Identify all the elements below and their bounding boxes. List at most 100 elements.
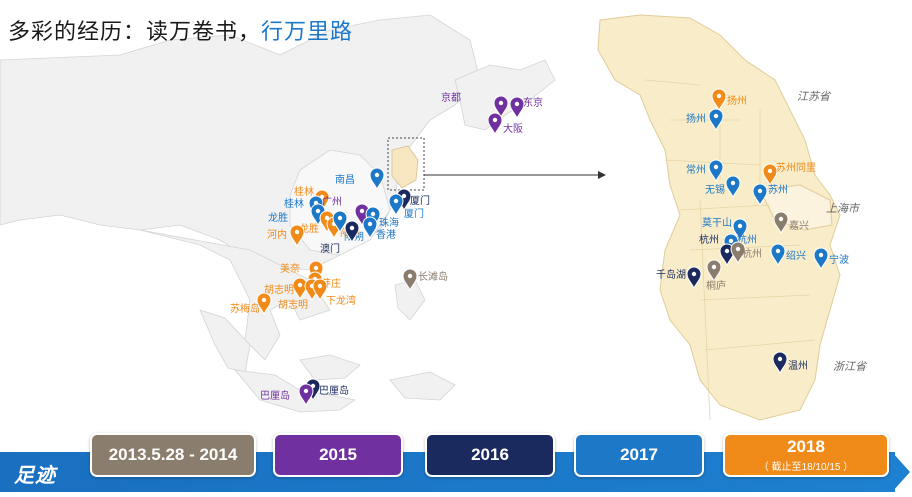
jzs-pin: 常州 xyxy=(686,159,724,183)
jzs-pin: 扬州 xyxy=(711,88,747,112)
map-pin-dot xyxy=(374,172,380,178)
map-pin-label: 嘉兴 xyxy=(789,219,809,232)
title-main: 多彩的经历：读万卷书， xyxy=(8,19,262,44)
map-pin-dot xyxy=(313,265,319,271)
map-pin-icon xyxy=(770,243,786,267)
period-label: 2013.5.28 - 2014 xyxy=(108,445,238,464)
map-pin-icon xyxy=(752,183,768,207)
map-pin-label: 扬州 xyxy=(727,94,747,107)
map-pin-icon xyxy=(312,278,328,302)
map-pin-icon xyxy=(298,383,314,407)
map-pin-icon xyxy=(292,277,308,301)
period-5: 2018 （ 截止至18/10/15 ） xyxy=(723,433,889,477)
asia-pin: 河内 xyxy=(267,224,305,248)
map-pin-icon xyxy=(706,259,722,283)
map-pin-icon xyxy=(332,210,348,234)
label-zhejiang: 浙江省 xyxy=(833,360,868,373)
map-pin-label: 常州 xyxy=(686,163,706,176)
map-pin-icon xyxy=(256,292,272,316)
asia-pin: 广州 xyxy=(322,196,370,227)
map-pin-label: 东京 xyxy=(523,96,543,109)
jzs-pin: 无锡 xyxy=(705,175,741,199)
map-pin-dot xyxy=(713,164,719,170)
map-pin-label: 绍兴 xyxy=(786,249,806,262)
map-pin-dot xyxy=(349,225,355,231)
asia-pin: 巴厘岛 xyxy=(260,383,314,407)
map-pin-icon xyxy=(719,243,735,267)
asia-pin: 胡志明 xyxy=(264,277,308,301)
period-4: 2017 xyxy=(574,433,704,477)
period-3: 2016 xyxy=(425,433,555,477)
map-pin-label: 胡志明 xyxy=(278,298,308,311)
map-pin-dot xyxy=(711,264,717,270)
asia-pin: 大阪 xyxy=(487,112,523,136)
map-pin-label: 苏州同里 xyxy=(776,161,816,174)
map-pin-icon xyxy=(402,268,418,292)
map-pin-icon xyxy=(773,211,789,235)
map-pin-label: 澳门 xyxy=(320,242,340,255)
map-pin-icon xyxy=(493,95,509,119)
map-pin-dot xyxy=(498,100,504,106)
map-pin-dot xyxy=(367,221,373,227)
map-pin-dot xyxy=(818,252,824,258)
map-pin-dot xyxy=(337,215,343,221)
map-pin-label: 桐庐 xyxy=(706,279,726,292)
map-pin-label: 桂林 xyxy=(284,197,304,210)
map-pin-icon xyxy=(730,241,746,265)
jzs-pin: 苏州同里 xyxy=(762,161,816,187)
map-pin-label: 桂林 xyxy=(294,185,314,198)
map-pin-icon xyxy=(732,218,748,242)
map-pin-label: 胡志明 xyxy=(264,283,294,296)
page-title: 多彩的经历：读万卷书，行万里路 xyxy=(8,14,353,46)
map-pin-icon xyxy=(487,112,503,136)
region-labels: 江苏省 上海市 浙江省 xyxy=(797,90,868,373)
period-label: 2018 xyxy=(787,437,825,456)
map-pin-label: 美奈 xyxy=(280,262,300,275)
map-pin-icon xyxy=(344,220,360,244)
map-pin-label: 香港 xyxy=(376,229,396,241)
asia-pin: 东京 xyxy=(509,96,543,120)
map-pin-dot xyxy=(730,180,736,186)
map-pin-label: 京都 xyxy=(441,91,461,104)
map-pin-label: 无锡 xyxy=(705,183,725,196)
map-pin-icon xyxy=(708,108,724,132)
map-pin-dot xyxy=(691,271,697,277)
map-pin-label: 厦门 xyxy=(404,207,424,220)
map-pin-dot xyxy=(370,211,376,217)
map-pin-icon xyxy=(708,159,724,183)
map-pin-icon xyxy=(762,163,778,187)
map-pin-dot xyxy=(767,168,773,174)
map-pin-dot xyxy=(775,248,781,254)
map-pin-icon xyxy=(725,175,741,199)
map-pin-label: 莫干山 xyxy=(702,217,732,229)
asia-pin: 厦门 xyxy=(388,193,424,220)
map-pin-label: 南昌 xyxy=(335,173,355,186)
map-pin-icon xyxy=(388,193,404,217)
map-pin-label: 下龙湾 xyxy=(326,294,356,307)
map-pin-label: 厦门 xyxy=(410,194,430,207)
jzs-pin: 桐庐 xyxy=(706,259,726,292)
asia-pin: 下龙湾 xyxy=(312,278,356,307)
jzs-pin: 宁波 xyxy=(813,247,849,271)
map-pin-dot xyxy=(294,229,300,235)
map-pin-label: 巴厘岛 xyxy=(319,384,349,397)
map-pin-dot xyxy=(393,198,399,204)
map-pin-dot xyxy=(713,113,719,119)
label-shanghai: 上海市 xyxy=(826,202,861,215)
asia-pin: 香港 xyxy=(362,216,396,241)
map-pin-dot xyxy=(757,188,763,194)
left-map-pins: 京都东京大阪南昌桂林桂林广州厦门厦门珠海龙胜龙胜阳朔阳朔香港河内澳门长滩岛美奈芽… xyxy=(230,91,543,407)
map-pin-dot xyxy=(317,283,323,289)
map-pin-dot xyxy=(728,238,734,244)
map-pin-label: 杭州 xyxy=(699,233,719,246)
asia-pin: 苏梅岛 xyxy=(230,292,272,316)
map-pin-dot xyxy=(401,193,407,199)
map-pin-label: 杭州 xyxy=(742,247,762,260)
period-label: 2015 xyxy=(319,445,357,464)
map-pin-icon xyxy=(711,88,727,112)
jzs-pin: 千岛湖 xyxy=(656,266,702,290)
map-pin-dot xyxy=(724,248,730,254)
map-pin-dot xyxy=(735,246,741,252)
jzs-pin: 莫干山 xyxy=(702,217,748,242)
map-pin-dot xyxy=(315,208,321,214)
